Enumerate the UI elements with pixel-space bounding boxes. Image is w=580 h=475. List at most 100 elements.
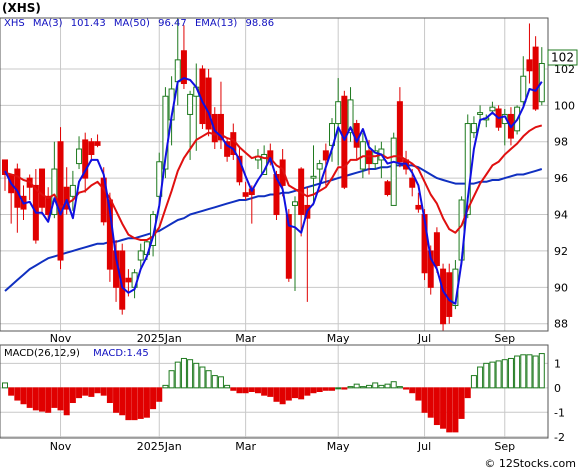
candle-body-down bbox=[63, 186, 70, 210]
candle-body-up bbox=[316, 163, 323, 170]
candlestick bbox=[94, 134, 101, 148]
macd-bar-positive bbox=[359, 386, 366, 389]
candlestick bbox=[396, 87, 403, 168]
legend-ema13-value: 98.86 bbox=[245, 18, 274, 29]
candle-body-down bbox=[125, 277, 132, 283]
candle-body-down bbox=[217, 113, 224, 141]
candle-body-down bbox=[180, 50, 187, 85]
macd-bar-positive bbox=[507, 357, 514, 389]
candle-body-down bbox=[57, 141, 64, 261]
macd-bar-negative bbox=[440, 387, 447, 429]
legend-ma50-label: MA(50) bbox=[114, 18, 150, 29]
macd-x-tick-label: Sep bbox=[494, 440, 515, 453]
macd-bar-negative bbox=[150, 387, 157, 410]
candlestick bbox=[224, 138, 231, 162]
candle-body-down bbox=[532, 46, 539, 110]
macd-bar-negative bbox=[57, 387, 64, 411]
ma3-layer bbox=[4, 77, 543, 305]
price-x-tick-label: Nov bbox=[50, 332, 72, 345]
watermark: © 12Stocks.com bbox=[484, 457, 576, 470]
macd-bar-positive bbox=[205, 370, 212, 389]
ema13-line bbox=[4, 124, 543, 241]
candle-body-up bbox=[137, 250, 144, 261]
macd-bar-positive bbox=[347, 386, 354, 389]
macd-bar-positive bbox=[174, 361, 181, 389]
macd-bar-positive bbox=[224, 384, 231, 389]
macd-bar-negative bbox=[51, 387, 58, 408]
candle-body-down bbox=[267, 150, 274, 163]
candlestick bbox=[51, 141, 58, 219]
candle-body-down bbox=[224, 141, 231, 157]
macd-x-tick-label: Nov bbox=[50, 440, 72, 453]
candlestick bbox=[532, 36, 539, 111]
macd-bar-negative bbox=[279, 387, 286, 405]
candle-body-down bbox=[242, 192, 249, 197]
candle-body-down bbox=[427, 250, 434, 288]
macd-bar-negative bbox=[304, 387, 311, 396]
ma3-line bbox=[4, 77, 543, 305]
legend-ema13-label: EMA(13) bbox=[195, 18, 237, 29]
macd-bar-negative bbox=[88, 387, 95, 397]
ma50-layer bbox=[4, 164, 543, 292]
macd-bar-negative bbox=[131, 387, 138, 421]
price-y-tick-label: 92 bbox=[554, 245, 568, 258]
macd-bar-negative bbox=[298, 387, 305, 400]
candlestick bbox=[39, 168, 46, 215]
macd-bar-negative bbox=[329, 387, 336, 391]
macd-bar-negative bbox=[14, 387, 21, 401]
macd-bar-negative bbox=[446, 387, 453, 433]
candlestick bbox=[82, 132, 89, 193]
candle-body-up bbox=[150, 214, 157, 246]
price-y-tick-label: 98 bbox=[554, 136, 568, 149]
candle-body-up bbox=[187, 93, 194, 115]
price-y-tick-label: 102 bbox=[554, 63, 575, 76]
price-x-axis: Nov 2025Jan Mar May Jul Sep bbox=[50, 332, 515, 345]
price-y-tick-label: 88 bbox=[554, 318, 568, 331]
candle-body-down bbox=[384, 181, 391, 196]
macd-x-tick-label: May bbox=[327, 440, 350, 453]
candle-body-down bbox=[2, 159, 8, 176]
macd-bar-positive bbox=[180, 357, 187, 389]
macd-x-tick-label: Jul bbox=[417, 440, 431, 453]
macd-bar-negative bbox=[248, 387, 255, 393]
legend-row: XHS MA(3) 101.43 MA(50) 96.47 EMA(13) 98… bbox=[4, 18, 274, 29]
macd-bar-negative bbox=[409, 387, 416, 394]
candle-body-down bbox=[88, 141, 95, 155]
candle-body-down bbox=[415, 204, 422, 210]
candlestick bbox=[520, 56, 527, 108]
candlestick bbox=[242, 181, 249, 200]
candlestick bbox=[446, 263, 453, 324]
candle-body-up bbox=[174, 59, 181, 83]
macd-bar-positive bbox=[217, 376, 224, 389]
candlestick bbox=[2, 159, 8, 191]
macd-bar-negative bbox=[39, 387, 46, 412]
macd-bar-positive bbox=[520, 354, 527, 389]
macd-bar-negative bbox=[76, 387, 83, 399]
macd-bar-positive bbox=[187, 359, 194, 389]
candle-body-up bbox=[520, 75, 527, 103]
macd-bar-negative bbox=[458, 387, 465, 419]
macd-bar-positive bbox=[477, 366, 484, 389]
candlestick bbox=[433, 227, 440, 273]
macd-bar-negative bbox=[63, 387, 70, 416]
macd-bar-negative bbox=[137, 387, 144, 419]
macd-bar-negative bbox=[45, 387, 52, 413]
candlestick bbox=[415, 192, 422, 213]
candlestick bbox=[205, 68, 212, 137]
candle-body-up bbox=[51, 168, 58, 216]
candle-body-down bbox=[273, 174, 280, 216]
candlestick bbox=[347, 87, 354, 142]
candle-body-up bbox=[76, 148, 83, 165]
price-y-tick-label: 96 bbox=[554, 172, 568, 185]
macd-bar-positive bbox=[538, 353, 545, 389]
candle-body-up bbox=[489, 106, 496, 112]
macd-bar-negative bbox=[156, 387, 163, 402]
macd-y-tick-label: -1 bbox=[554, 406, 565, 419]
candlestick bbox=[57, 127, 64, 270]
price-y-tick-label: 94 bbox=[554, 209, 568, 222]
macd-bar-negative bbox=[32, 387, 39, 411]
candlestick bbox=[335, 78, 342, 166]
candle-body-down bbox=[440, 268, 447, 325]
